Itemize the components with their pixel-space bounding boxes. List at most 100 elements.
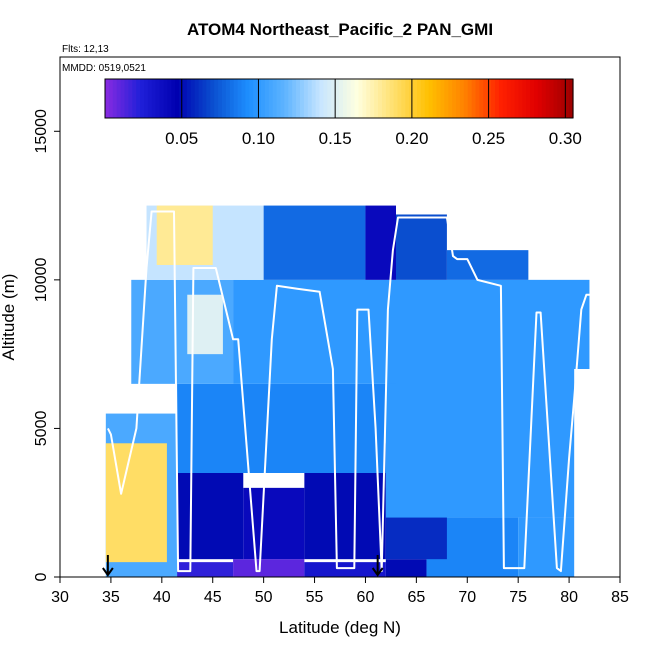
colorbar-segment — [218, 79, 223, 118]
colorbar-segment — [475, 79, 480, 118]
colorbar-segment — [335, 79, 340, 118]
colorbar-segment — [222, 79, 227, 118]
flight-track-line — [107, 210, 590, 573]
colorbar-frame — [104, 78, 574, 119]
heatmap-cell — [304, 562, 386, 577]
colorbar-segment — [186, 79, 192, 118]
colorbar-segment — [530, 79, 535, 118]
colorbar-segment — [241, 79, 246, 118]
heatmap-cell — [156, 205, 213, 265]
colorbar-segment — [444, 79, 449, 118]
colorbar-segment — [163, 79, 168, 118]
colorbar-segment — [112, 79, 118, 118]
colorbar-segment — [327, 79, 332, 118]
x-tick-label: 40 — [153, 589, 171, 606]
colorbar-segment — [561, 79, 566, 118]
colorbar-segment — [487, 79, 492, 118]
colorbar-tick-label: 0.20 — [395, 129, 428, 148]
flight-marker-arrowhead — [102, 567, 114, 577]
colorbar-segment — [229, 79, 235, 118]
colorbar-segment — [210, 79, 215, 118]
colorbar-segment — [366, 79, 371, 118]
colorbar-segment — [452, 79, 457, 118]
colorbar-segment — [534, 79, 539, 118]
colorbar-segment — [397, 79, 402, 118]
colorbar-segment — [311, 79, 317, 118]
heatmap-cell — [177, 473, 244, 560]
colorbar-segment — [159, 79, 165, 118]
colorbar-segment — [498, 79, 504, 118]
colorbar-segment — [393, 79, 399, 118]
heatmap-cell — [263, 205, 366, 280]
colorbar-segment — [541, 79, 547, 118]
colorbar-segment — [108, 79, 114, 118]
colorbar-segment — [506, 79, 512, 118]
colorbar-segment — [237, 79, 243, 118]
plot-area — [102, 205, 590, 577]
colorbar-segment — [303, 79, 309, 118]
colorbar-segment — [120, 79, 126, 118]
colorbar-segment — [331, 79, 336, 118]
x-tick-label: 35 — [102, 589, 120, 606]
colorbar-segment — [300, 79, 305, 118]
x-tick-label: 60 — [357, 589, 375, 606]
colorbar-segment — [144, 79, 149, 118]
x-tick-label: 45 — [204, 589, 222, 606]
colorbar-segment — [261, 79, 266, 118]
colorbar-tick-label: 0.30 — [549, 129, 582, 148]
colorbar-tick-label: 0.05 — [165, 129, 198, 148]
colorbar-tick-label: 0.10 — [242, 129, 275, 148]
colorbar-segment — [432, 79, 438, 118]
heatmap-cell — [396, 279, 590, 369]
colorbar-segment — [155, 79, 161, 118]
colorbar-tick-label: 0.25 — [472, 129, 505, 148]
colorbar-segment — [569, 79, 574, 118]
colorbar-segment — [264, 79, 270, 118]
colorbar-segment — [276, 79, 282, 118]
colorbar: 0.05 0.10 0.15 0.20 0.25 0.30 — [104, 78, 582, 148]
colorbar-segment — [428, 79, 434, 118]
colorbar-segment — [354, 79, 360, 118]
colorbar-segment — [537, 79, 543, 118]
colorbar-segment — [194, 79, 200, 118]
colorbar-segment — [257, 79, 262, 118]
heatmap-cell — [385, 369, 575, 518]
colorbar-segment — [151, 79, 157, 118]
x-tick-label: 75 — [509, 589, 527, 606]
y-axis-label: Altitude (m) — [0, 274, 18, 361]
heatmap-cell — [396, 214, 447, 280]
colorbar-segment — [350, 79, 356, 118]
heatmap-cell — [446, 250, 529, 280]
colorbar-segment — [183, 79, 188, 118]
x-tick-label: 65 — [407, 589, 425, 606]
colorbar-segment — [401, 79, 406, 118]
colorbar-segment — [249, 79, 254, 118]
colorbar-segment — [413, 79, 418, 118]
colorbar-segment — [339, 79, 344, 118]
colorbar-segment — [440, 79, 445, 118]
heatmap-cell — [177, 383, 386, 473]
colorbar-segment — [522, 79, 527, 118]
colorbar-segment — [479, 79, 484, 118]
colorbar-segment — [467, 79, 473, 118]
colorbar-segment — [389, 79, 395, 118]
colorbar-segment — [483, 79, 488, 118]
x-tick-label: 85 — [611, 589, 629, 606]
colorbar-segment — [471, 79, 477, 118]
y-tick-label: 0 — [33, 572, 50, 581]
colorbar-segment — [342, 79, 348, 118]
axes: 30 35 40 45 50 55 60 65 70 75 80 85 0 5000 10000 15000 — [33, 109, 629, 606]
x-tick-label: 50 — [255, 589, 273, 606]
colorbar-segment — [140, 79, 145, 118]
colorbar-segment — [214, 79, 219, 118]
colorbar-segment — [136, 79, 141, 118]
colorbar-segment — [105, 79, 110, 118]
colorbar-segment — [362, 79, 367, 118]
colorbar-segment — [448, 79, 453, 118]
colorbar-segment — [167, 79, 172, 118]
colorbar-segment — [284, 79, 289, 118]
colorbar-segment — [132, 79, 137, 118]
colorbar-segment — [420, 79, 426, 118]
colorbar-segment — [456, 79, 461, 118]
